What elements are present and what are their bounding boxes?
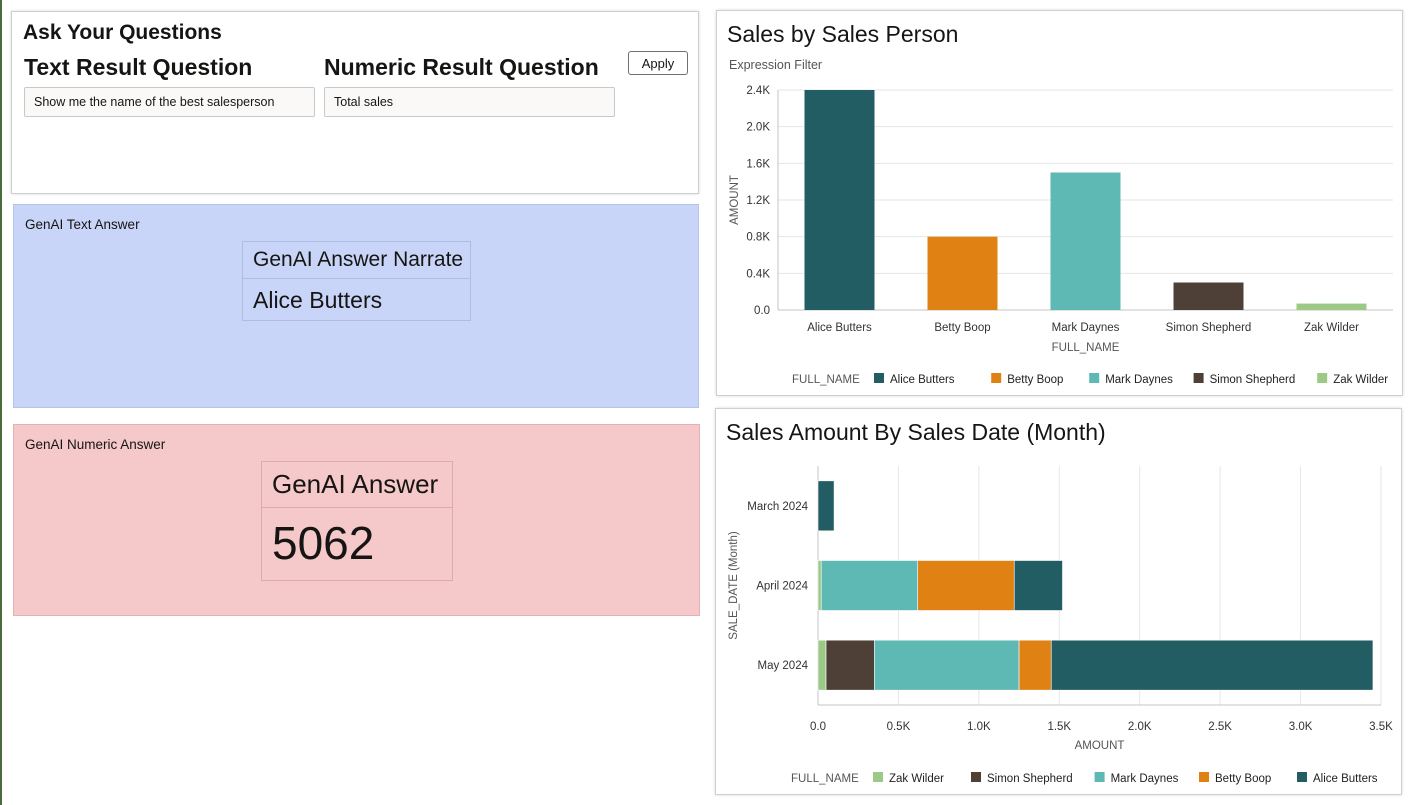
text-answer-caption: GenAI Text Answer	[25, 217, 140, 232]
chart1-y-axis-title: AMOUNT	[729, 175, 741, 225]
ask-questions-panel: Ask Your Questions Text Result Question …	[11, 11, 699, 194]
chart2-x-tick-label: 3.0K	[1289, 721, 1313, 733]
chart2-legend-label: Zak Wilder	[889, 773, 944, 785]
chart1-y-tick-label: 1.2K	[746, 195, 770, 207]
chart1-x-tick-label: Simon Shepherd	[1166, 322, 1252, 334]
chart1-bar-mark-daynes	[1050, 172, 1121, 310]
chart2-segment-simon-shepherd	[825, 639, 875, 691]
numeric-answer-caption: GenAI Numeric Answer	[25, 437, 166, 452]
chart2-legend-swatch-mark-daynes	[1094, 772, 1105, 782]
chart1-legend-swatch-simon-shepherd	[1193, 373, 1204, 383]
chart1-legend-label: Betty Boop	[1007, 374, 1063, 386]
chart2-title: Sales Amount By Sales Date (Month)	[726, 419, 1106, 445]
chart2-x-tick-label: 3.5K	[1369, 721, 1393, 733]
chart2-segment-betty-boop	[917, 560, 1015, 611]
text-question-input[interactable]	[24, 87, 315, 117]
chart1-title: Sales by Sales Person	[727, 21, 959, 47]
chart2-segment-alice-butters	[817, 480, 835, 532]
chart2-legend-swatch-zak-wilder	[873, 772, 883, 782]
chart1-bar-simon-shepherd	[1173, 282, 1244, 310]
chart1-legend-swatch-mark-daynes	[1089, 373, 1100, 383]
chart2-segment-mark-daynes	[820, 560, 919, 611]
text-answer-header: GenAI Answer Narrate	[243, 242, 470, 279]
chart2-x-tick-label: 0.0	[810, 721, 826, 733]
genai-numeric-answer-panel: GenAI Numeric Answer GenAI Answer 5062	[13, 424, 700, 616]
chart1-legend-label: Simon Shepherd	[1210, 374, 1296, 386]
numeric-question-label: Numeric Result Question	[324, 54, 599, 80]
chart1-y-tick-label: 2.0K	[746, 122, 770, 134]
left-edge-strip	[0, 0, 2, 805]
chart2-y-tick-label: April 2024	[756, 581, 808, 593]
chart2-x-tick-label: 0.5K	[887, 721, 911, 733]
text-question-label: Text Result Question	[24, 54, 253, 80]
genai-text-answer-panel: GenAI Text Answer GenAI Answer Narrate A…	[13, 204, 699, 408]
text-answer-value: Alice Butters	[253, 287, 383, 313]
chart1-x-tick-label: Betty Boop	[934, 322, 990, 334]
chart2-segment-mark-daynes	[874, 639, 1020, 691]
chart2-x-tick-label: 2.5K	[1208, 721, 1232, 733]
chart1-y-tick-label: 2.4K	[746, 85, 770, 97]
text-answer-table: GenAI Answer Narrate Alice Butters	[242, 241, 471, 321]
chart1-legend-title: FULL_NAME	[792, 374, 860, 386]
sales-by-date-chart: 0.0 0.5K 1.0K 1.5K 2.0K 2.5K 3.0K 3.5K March 202…	[728, 466, 1393, 785]
chart2-x-tick-label: 1.0K	[967, 721, 991, 733]
chart2-legend-swatch-betty-boop	[1199, 772, 1209, 782]
chart2-segment-betty-boop	[1018, 639, 1052, 691]
apply-button[interactable]: Apply	[628, 51, 688, 75]
chart1-legend-swatch-alice-butters	[874, 373, 884, 383]
chart1-legend-swatch-betty-boop	[991, 373, 1002, 383]
sales-by-date-chart-panel: Sales Amount By Sales Date (Month) 0.0 0.…	[715, 408, 1402, 795]
chart1-x-tick-label: Zak Wilder	[1304, 322, 1359, 334]
chart2-x-tick-label: 1.5K	[1047, 721, 1071, 733]
numeric-question-input[interactable]	[324, 87, 615, 117]
chart1-x-tick-label: Alice Butters	[807, 322, 872, 334]
chart2-x-axis-title: AMOUNT	[1075, 740, 1125, 752]
chart1-legend-swatch-zak-wilder	[1317, 373, 1328, 383]
chart2-segment-alice-butters	[1013, 560, 1063, 611]
chart2-legend-label: Alice Butters	[1313, 773, 1378, 785]
chart2-y-tick-label: March 2024	[747, 501, 808, 513]
chart1-x-tick-label: Mark Daynes	[1052, 322, 1120, 334]
chart1-legend-label: Zak Wilder	[1333, 374, 1388, 386]
numeric-answer-header: GenAI Answer	[262, 462, 452, 508]
chart2-legend-label: Mark Daynes	[1111, 773, 1179, 785]
numeric-answer-table: GenAI Answer 5062	[261, 461, 453, 581]
ask-title: Ask Your Questions	[23, 21, 222, 44]
chart2-y-tick-label: May 2024	[757, 660, 808, 672]
sales-by-person-chart: 0.0 0.4K 0.8K 1.2K 1.6K 2.0K 2.4K Alice Butters…	[729, 85, 1393, 386]
expression-filter-label: Expression Filter	[729, 58, 823, 72]
chart2-segment-zak-wilder	[817, 639, 827, 691]
chart2-segment-zak-wilder	[817, 560, 822, 611]
chart2-legend-label: Betty Boop	[1215, 773, 1271, 785]
chart1-x-axis-title: FULL_NAME	[1052, 342, 1120, 354]
chart1-bar-alice-butters	[804, 90, 875, 310]
chart1-legend-label: Mark Daynes	[1105, 374, 1173, 386]
chart2-legend-swatch-simon-shepherd	[971, 772, 981, 782]
chart2-legend-swatch-alice-butters	[1297, 772, 1307, 782]
chart1-y-tick-label: 0.4K	[746, 268, 770, 280]
chart2-legend-label: Simon Shepherd	[987, 773, 1073, 785]
chart2-legend-title: FULL_NAME	[791, 773, 859, 785]
chart1-bar-betty-boop	[927, 236, 998, 310]
chart2-segment-alice-butters	[1050, 639, 1374, 691]
chart1-bar-zak-wilder	[1296, 303, 1367, 310]
chart1-y-tick-label: 0.8K	[746, 232, 770, 244]
sales-by-person-chart-panel: Sales by Sales Person Expression Filter …	[716, 10, 1403, 396]
chart1-y-tick-label: 1.6K	[746, 158, 770, 170]
chart1-y-tick-label: 0.0	[754, 305, 770, 317]
chart2-x-tick-label: 2.0K	[1128, 721, 1152, 733]
numeric-answer-value: 5062	[272, 517, 375, 569]
chart1-legend-label: Alice Butters	[890, 374, 955, 386]
chart2-y-axis-title: SALE_DATE (Month)	[728, 531, 740, 640]
